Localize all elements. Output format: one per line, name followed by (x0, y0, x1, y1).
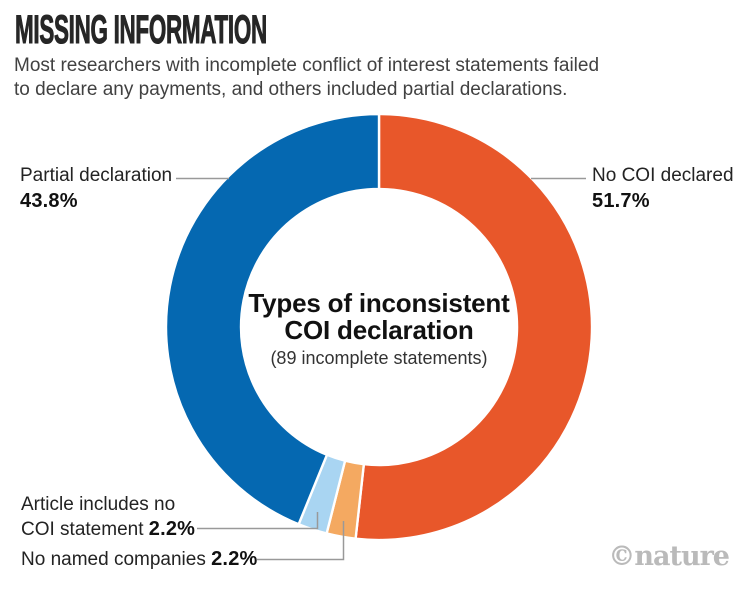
callout-no-named-companies: No named companies 2.2% (21, 547, 258, 572)
callout-value: 51.7% (592, 190, 650, 212)
donut-segment (164, 112, 381, 526)
callout-value: 43.8% (20, 190, 78, 212)
center-title-line-2: COI declaration (284, 315, 474, 345)
page-title: MISSING INFORMATION (15, 7, 268, 52)
callout-value: 2.2% (211, 548, 258, 570)
callout-leader-line (257, 521, 345, 561)
nature-credit-logo: ©nature (608, 541, 730, 572)
callout-label: No named companies (21, 549, 206, 570)
center-title-line-1: Types of inconsistent (248, 288, 510, 318)
callout-label-line-1: Article includes no (21, 494, 176, 515)
callout-article-no-coi-statement: Article includes no COI statement 2.2% (21, 493, 195, 542)
callout-no-coi-declared: No COI declared 51.7% (592, 164, 734, 213)
chart-subtitle: Most researchers with incomplete conflic… (14, 54, 599, 102)
subtitle-line-2: to declare any payments, and others incl… (14, 79, 568, 100)
callout-label-line-2: COI statement 2.2% (21, 518, 196, 540)
donut-center-label: Types of inconsistent COI declaration (8… (179, 290, 579, 369)
callout-label: Partial declaration (20, 165, 173, 186)
callout-leader-line (197, 512, 319, 530)
center-note: (89 incomplete statements) (270, 348, 488, 368)
callout-partial-declaration: Partial declaration 43.8% (20, 164, 172, 213)
subtitle-line-1: Most researchers with incomplete conflic… (14, 55, 600, 76)
callout-label: No COI declared (592, 165, 734, 186)
callout-value: 2.2% (148, 518, 196, 540)
donut-segment (354, 112, 594, 542)
